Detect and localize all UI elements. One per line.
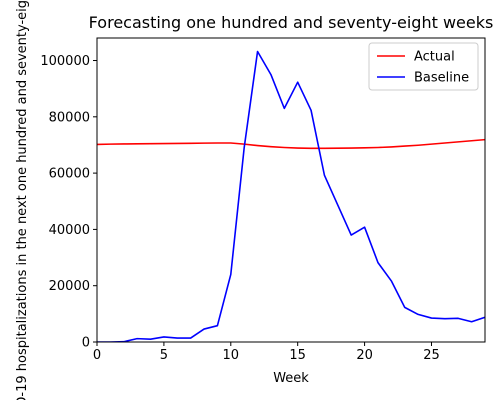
y-tick-label: 0	[82, 336, 90, 351]
legend-label-baseline: Baseline	[414, 71, 469, 86]
x-tick-label: 0	[93, 348, 101, 363]
y-tick-label: 100000	[40, 54, 90, 69]
y-tick-label: 40000	[49, 223, 90, 238]
x-tick-label: 25	[423, 348, 440, 363]
y-tick-label: 80000	[49, 110, 90, 125]
y-axis-label: COVID-19 hospitalizations in the next on…	[15, 0, 30, 400]
y-tick-label: 60000	[49, 167, 90, 182]
x-tick-label: 10	[223, 348, 240, 363]
x-tick-label: 5	[160, 348, 168, 363]
legend-label-actual: Actual	[414, 50, 455, 65]
chart-title: Forecasting one hundred and seventy-eigh…	[89, 13, 494, 32]
x-tick-label: 20	[356, 348, 373, 363]
x-axis-label: Week	[273, 371, 309, 386]
y-tick-label: 20000	[49, 279, 90, 294]
x-tick-label: 15	[289, 348, 306, 363]
legend: Actual Baseline	[369, 43, 478, 90]
